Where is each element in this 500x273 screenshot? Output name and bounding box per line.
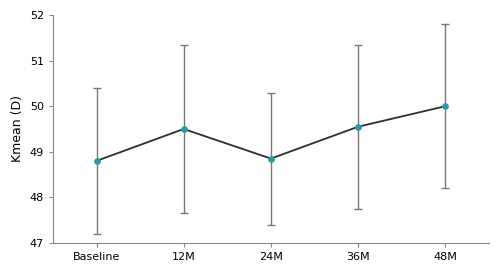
Y-axis label: Kmean (D): Kmean (D) — [11, 96, 24, 162]
